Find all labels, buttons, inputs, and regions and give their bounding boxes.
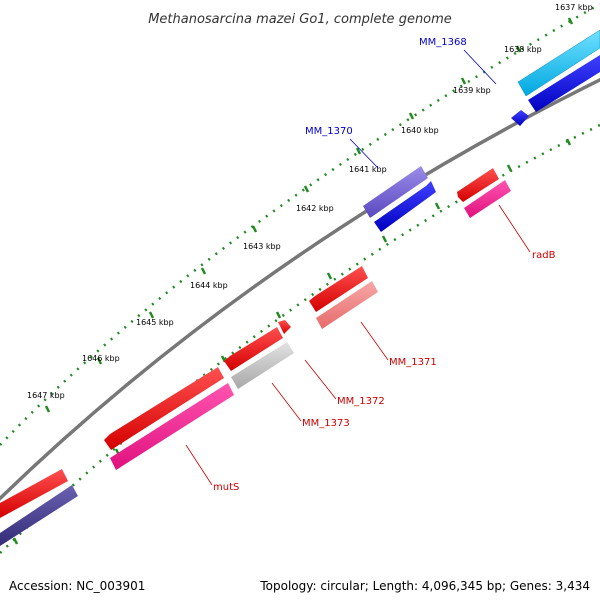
tick-label: 1639 kbp bbox=[453, 86, 491, 95]
gene-feature-mm-1368[interactable] bbox=[517, 29, 600, 97]
leader-line-mm-1368 bbox=[463, 49, 497, 85]
leader-line-mm-1373 bbox=[271, 382, 302, 422]
leader-line-muts bbox=[185, 444, 213, 486]
gene-label-mm-1371[interactable]: MM_1371 bbox=[389, 357, 437, 368]
gene-feature-mm-1372-cog[interactable] bbox=[231, 342, 294, 389]
gene-label-mm-1372[interactable]: MM_1372 bbox=[337, 396, 385, 407]
gene-feature-mm-1372[interactable] bbox=[224, 327, 283, 371]
map-title: Methanosarcina mazei Go1, complete genom… bbox=[148, 12, 452, 27]
gene-feature-lower-left-cog[interactable] bbox=[0, 485, 78, 546]
tick-label: 1646 kbp bbox=[82, 354, 120, 363]
outer-major-ticks bbox=[44, 17, 574, 413]
gene-feature-small-blue[interactable] bbox=[511, 110, 529, 126]
gene-feature-small-red[interactable] bbox=[278, 320, 291, 334]
gene-feature-mm-1370-cog[interactable] bbox=[374, 181, 436, 232]
tick-label: 1647 kbp bbox=[27, 391, 65, 400]
gene-label-mm-1368[interactable]: MM_1368 bbox=[419, 37, 467, 48]
gene-feature-mm-1371[interactable] bbox=[309, 266, 368, 312]
tick-label: 1644 kbp bbox=[190, 281, 228, 290]
gene-label-mm-1373[interactable]: MM_1373 bbox=[302, 418, 350, 429]
gene-feature-radb-cog[interactable] bbox=[464, 180, 511, 218]
tick-label: 1642 kbp bbox=[296, 204, 334, 213]
gene-feature-mm-1371-cog[interactable] bbox=[316, 281, 378, 329]
gene-label-radb[interactable]: radB bbox=[532, 250, 556, 261]
leader-line-radb bbox=[498, 204, 531, 253]
genome-backbone bbox=[0, 77, 600, 501]
gene-label-muts[interactable]: mutS bbox=[213, 482, 239, 493]
gene-feature-mm-1373[interactable] bbox=[104, 367, 224, 450]
tick-label: 1640 kbp bbox=[401, 126, 439, 135]
gene-feature-mm-1370[interactable] bbox=[363, 166, 428, 218]
tick-label: 1638 kbp bbox=[504, 45, 542, 54]
outer-tick-ring bbox=[0, 2, 600, 446]
leader-line-mm-1370 bbox=[349, 138, 379, 169]
tick-label: 1641 kbp bbox=[349, 165, 387, 174]
tick-label: 1637 kbp bbox=[555, 3, 593, 12]
gene-label-mm-1370[interactable]: MM_1370 bbox=[305, 126, 353, 137]
tick-label: 1643 kbp bbox=[243, 242, 281, 251]
accession-text: Accession: NC_003901 bbox=[9, 579, 146, 593]
gene-feature-mm-1368-cog[interactable] bbox=[528, 55, 600, 112]
tick-label: 1645 kbp bbox=[136, 318, 174, 327]
leader-line-mm-1371 bbox=[360, 321, 389, 361]
gene-feature-lower-left[interactable] bbox=[0, 469, 68, 518]
gene-feature-mm-1373-cog[interactable] bbox=[110, 383, 234, 470]
leader-line-mm-1372 bbox=[304, 359, 337, 400]
gene-feature-radb[interactable] bbox=[457, 168, 499, 202]
genome-summary-text: Topology: circular; Length: 4,096,345 bp… bbox=[260, 579, 590, 593]
